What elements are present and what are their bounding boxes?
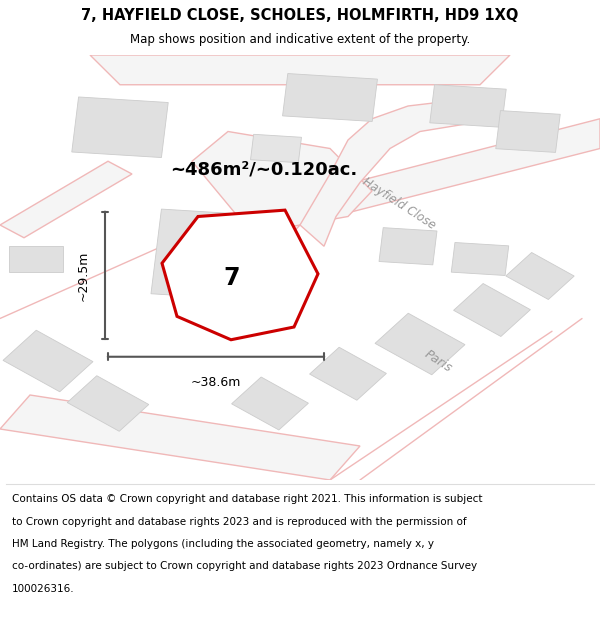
Polygon shape [454, 284, 530, 336]
Polygon shape [232, 377, 308, 430]
Polygon shape [251, 134, 301, 162]
Text: 7: 7 [224, 266, 240, 290]
Polygon shape [451, 242, 509, 276]
Polygon shape [506, 253, 574, 299]
Polygon shape [192, 131, 372, 234]
Text: ~29.5m: ~29.5m [77, 250, 90, 301]
Polygon shape [3, 330, 93, 392]
Polygon shape [310, 348, 386, 400]
Polygon shape [0, 395, 360, 480]
Polygon shape [72, 97, 168, 158]
Polygon shape [379, 228, 437, 265]
Polygon shape [9, 246, 63, 272]
Text: ~486m²/~0.120ac.: ~486m²/~0.120ac. [170, 161, 358, 179]
Text: Map shows position and indicative extent of the property.: Map shows position and indicative extent… [130, 33, 470, 46]
Text: Contains OS data © Crown copyright and database right 2021. This information is : Contains OS data © Crown copyright and d… [12, 494, 482, 504]
Polygon shape [151, 209, 269, 301]
Text: ~38.6m: ~38.6m [191, 376, 241, 389]
Polygon shape [90, 55, 510, 85]
Text: HM Land Registry. The polygons (including the associated geometry, namely x, y: HM Land Registry. The polygons (includin… [12, 539, 434, 549]
Polygon shape [300, 98, 498, 246]
Text: co-ordinates) are subject to Crown copyright and database rights 2023 Ordnance S: co-ordinates) are subject to Crown copyr… [12, 561, 477, 571]
Polygon shape [496, 111, 560, 152]
Polygon shape [228, 119, 600, 276]
Polygon shape [283, 74, 377, 121]
Text: to Crown copyright and database rights 2023 and is reproduced with the permissio: to Crown copyright and database rights 2… [12, 517, 467, 527]
Polygon shape [162, 210, 318, 340]
Polygon shape [375, 313, 465, 375]
Polygon shape [0, 161, 132, 238]
Text: Hayfield Close: Hayfield Close [360, 176, 438, 232]
Text: 7, HAYFIELD CLOSE, SCHOLES, HOLMFIRTH, HD9 1XQ: 7, HAYFIELD CLOSE, SCHOLES, HOLMFIRTH, H… [82, 8, 518, 23]
Polygon shape [67, 376, 149, 431]
Text: Paris: Paris [422, 348, 454, 375]
Text: 100026316.: 100026316. [12, 584, 74, 594]
Polygon shape [430, 85, 506, 127]
